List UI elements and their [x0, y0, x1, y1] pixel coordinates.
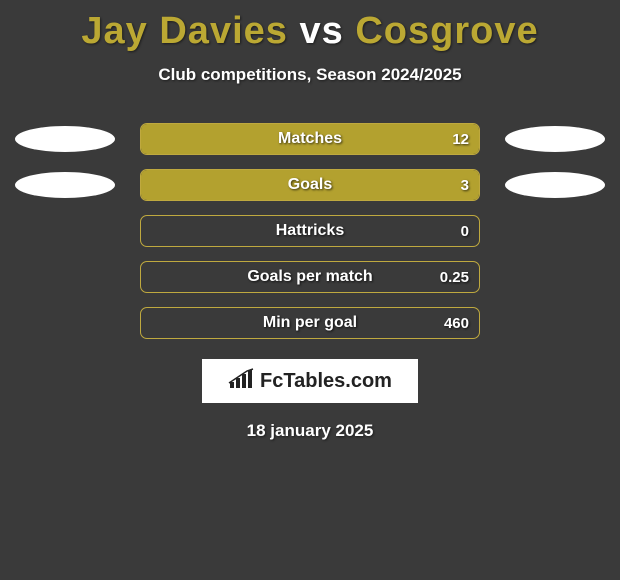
metric-bar: Hattricks0 [140, 215, 480, 247]
metric-value: 0.25 [440, 262, 469, 292]
left-side [10, 126, 120, 152]
right-side [500, 172, 610, 198]
player1-ellipse [15, 172, 115, 198]
page-title: Jay Davies vs Cosgrove [0, 0, 620, 53]
metric-row: Goals per match0.25 [0, 261, 620, 293]
logo-text: FcTables.com [260, 370, 392, 393]
metric-row: Hattricks0 [0, 215, 620, 247]
metric-value: 460 [444, 308, 469, 338]
metric-row: Min per goal460 [0, 307, 620, 339]
metric-value: 3 [461, 170, 469, 200]
player2-ellipse [505, 172, 605, 198]
metric-row: Goals3 [0, 169, 620, 201]
left-side [10, 172, 120, 198]
metric-bar: Min per goal460 [140, 307, 480, 339]
metric-label: Goals [141, 170, 479, 200]
logo-main: Tables [283, 370, 345, 392]
player2-name: Cosgrove [355, 10, 538, 52]
metric-bar: Goals per match0.25 [140, 261, 480, 293]
date-label: 18 january 2025 [0, 421, 620, 441]
metric-value: 12 [452, 124, 469, 154]
subtitle: Club competitions, Season 2024/2025 [0, 65, 620, 85]
player1-name: Jay Davies [81, 10, 288, 52]
logo-suffix: .com [345, 370, 392, 392]
metric-bar: Goals3 [140, 169, 480, 201]
bar-chart-icon [228, 368, 254, 395]
logo-prefix: Fc [260, 370, 283, 392]
metric-value: 0 [461, 216, 469, 246]
metric-label: Matches [141, 124, 479, 154]
player2-ellipse [505, 126, 605, 152]
fctables-logo: FcTables.com [202, 359, 418, 403]
metric-row: Matches12 [0, 123, 620, 155]
metric-label: Min per goal [141, 308, 479, 338]
metric-bar: Matches12 [140, 123, 480, 155]
metrics-list: Matches12 Goals3 Hattricks0 Goals per match… [0, 123, 620, 339]
metric-label: Goals per match [141, 262, 479, 292]
metric-label: Hattricks [141, 216, 479, 246]
right-side [500, 126, 610, 152]
player1-ellipse [15, 126, 115, 152]
vs-separator: vs [299, 10, 343, 52]
